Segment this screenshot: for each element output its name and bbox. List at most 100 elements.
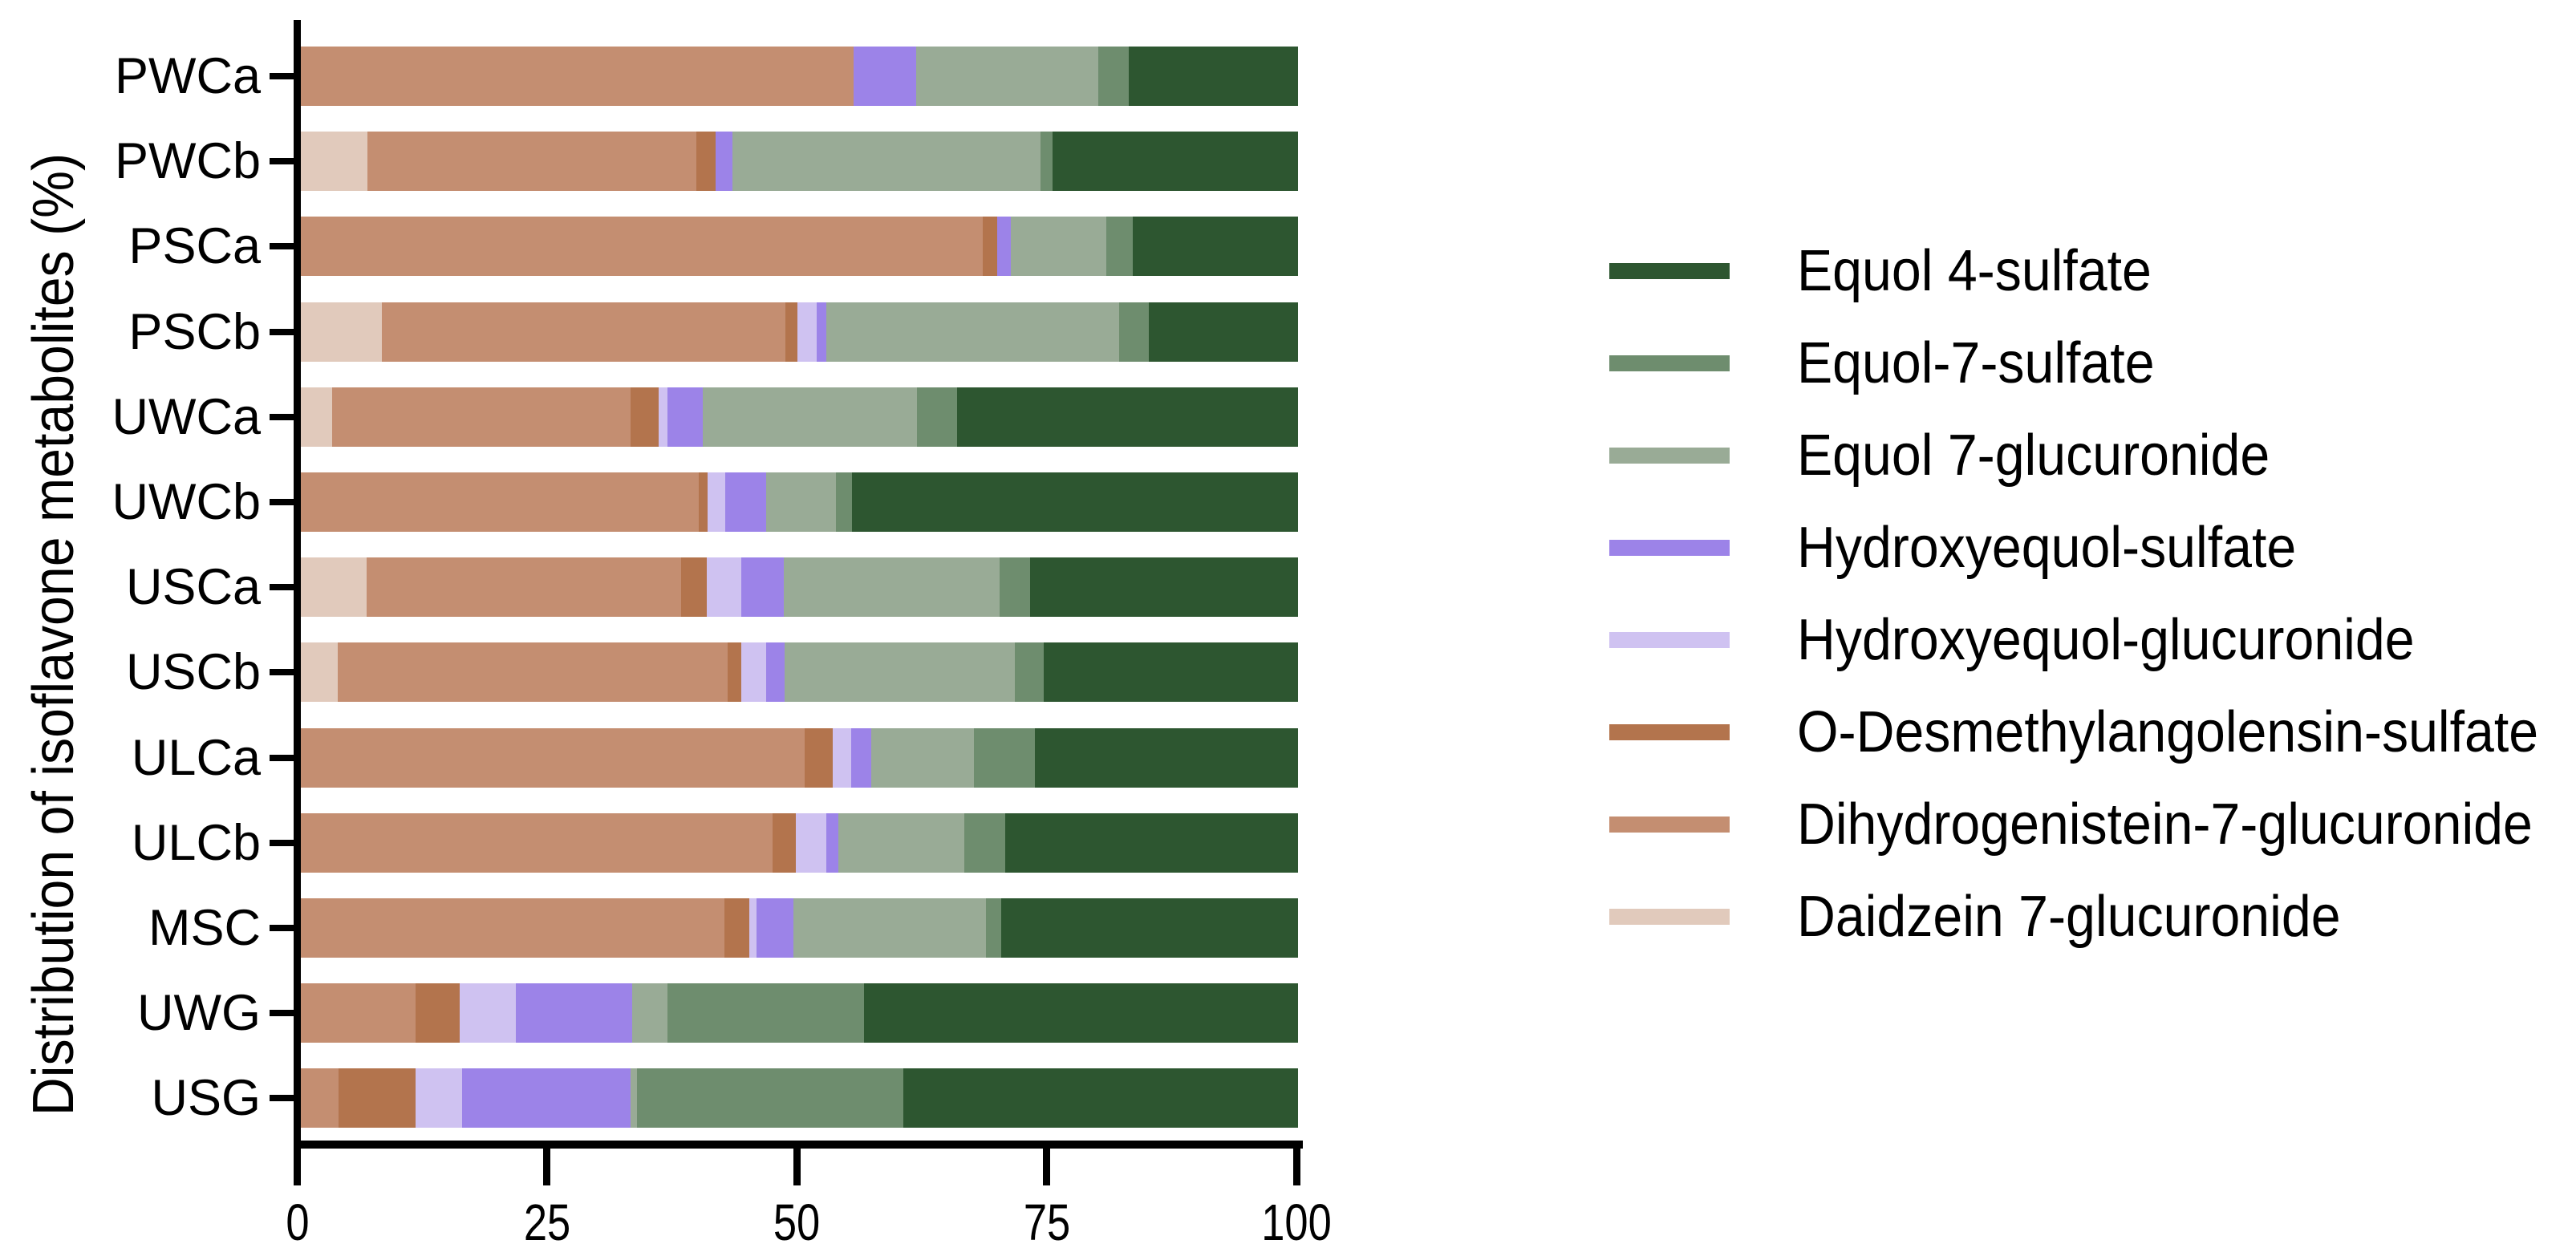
legend-label: Equol 7-glucuronide: [1797, 423, 2270, 488]
category-label-ULCb: ULCb: [131, 814, 261, 871]
segment: [832, 727, 852, 788]
segment: [631, 983, 668, 1043]
segment: [956, 387, 1298, 447]
x-tick-100: [1292, 1149, 1300, 1185]
segment: [301, 983, 416, 1043]
segment: [1000, 557, 1030, 618]
legend-swatch-icon: [1609, 817, 1730, 833]
category-tick-MSC: [270, 925, 294, 931]
segment: [797, 302, 817, 362]
legend-item: Hydroxyequol-glucuronide: [1609, 604, 2572, 676]
category-tick-PSCa: [270, 243, 294, 250]
bar-row-UWCa: [301, 387, 1298, 447]
segment: [301, 642, 338, 703]
segment: [1041, 132, 1053, 192]
x-tick-label-100: 100: [1261, 1193, 1332, 1244]
segment: [631, 1068, 637, 1129]
segment: [415, 983, 460, 1043]
segment: [853, 47, 916, 106]
segment: [367, 557, 681, 618]
segment: [415, 1068, 463, 1129]
legend-swatch-icon: [1609, 448, 1730, 464]
segment: [917, 387, 957, 447]
segment: [864, 983, 1298, 1043]
legend-item: Daidzein 7-glucuronide: [1609, 881, 2572, 953]
legend-swatch-icon: [1609, 632, 1730, 648]
segment: [816, 302, 827, 362]
segment: [1106, 217, 1133, 277]
segment: [793, 898, 986, 958]
legend-item: Equol 7-glucuronide: [1609, 419, 2572, 492]
segment: [826, 812, 838, 873]
segment: [749, 898, 757, 958]
segment: [852, 472, 1298, 532]
segment: [795, 812, 827, 873]
segment: [785, 302, 797, 362]
segment: [973, 727, 1035, 788]
segment: [915, 47, 1099, 106]
bar-row-USCb: [301, 642, 1298, 703]
category-label-USG: USG: [151, 1070, 261, 1127]
legend-swatch-icon: [1609, 263, 1730, 279]
segment: [1148, 302, 1298, 362]
segment: [667, 983, 865, 1043]
category-tick-PWCb: [270, 158, 294, 165]
segment: [784, 642, 1015, 703]
segment: [772, 812, 796, 873]
segment: [680, 557, 707, 618]
segment: [741, 642, 767, 703]
segment: [903, 1068, 1298, 1129]
segment: [725, 472, 767, 532]
x-tick-0: [294, 1149, 301, 1185]
segment: [1053, 132, 1298, 192]
segment: [996, 217, 1011, 277]
legend-label: Hydroxyequol-glucuronide: [1797, 608, 2415, 672]
segment: [826, 302, 1120, 362]
legend-swatch-icon: [1609, 355, 1730, 371]
segment: [1010, 217, 1107, 277]
segment: [301, 132, 368, 192]
bar-row-PWCb: [301, 132, 1298, 192]
y-axis-line: [294, 20, 301, 1149]
segment: [716, 132, 733, 192]
category-tick-PSCb: [270, 328, 294, 335]
segment: [741, 557, 784, 618]
x-tick-75: [1043, 1149, 1051, 1185]
segment: [459, 983, 517, 1043]
category-label-UWG: UWG: [137, 985, 261, 1042]
category-label-PSCa: PSCa: [128, 218, 261, 275]
category-label-USCa: USCa: [125, 559, 261, 616]
segment: [301, 1068, 339, 1129]
segment: [301, 557, 367, 618]
category-tick-UWCa: [270, 413, 294, 420]
segment: [301, 812, 773, 873]
segment: [331, 387, 631, 447]
segment: [301, 302, 382, 362]
category-label-PWCa: PWCa: [114, 48, 261, 104]
bar-row-ULCa: [301, 727, 1298, 788]
segment: [301, 898, 725, 958]
legend-label: Daidzein 7-glucuronide: [1797, 885, 2341, 949]
category-label-USCb: USCb: [125, 644, 261, 701]
segment: [1098, 47, 1129, 106]
legend-label: Hydroxyequol-sulfate: [1797, 516, 2297, 580]
legend-label: O-Desmethylangolensin-sulfate: [1797, 700, 2539, 764]
legend-swatch-icon: [1609, 724, 1730, 740]
segment: [1014, 642, 1044, 703]
segment: [1004, 812, 1298, 873]
segment: [1119, 302, 1149, 362]
x-tick-label-0: 0: [285, 1193, 310, 1244]
category-label-MSC: MSC: [148, 900, 261, 956]
segment: [636, 1068, 903, 1129]
segment: [783, 557, 1000, 618]
segment: [367, 132, 697, 192]
segment: [339, 1068, 416, 1129]
segment: [1132, 217, 1298, 277]
category-label-PSCb: PSCb: [128, 303, 261, 360]
bar-row-UWG: [301, 983, 1298, 1043]
x-tick-label-25: 25: [523, 1193, 571, 1244]
segment: [706, 557, 742, 618]
segment: [1034, 727, 1298, 788]
bar-row-USCa: [301, 557, 1298, 618]
segment: [766, 642, 785, 703]
